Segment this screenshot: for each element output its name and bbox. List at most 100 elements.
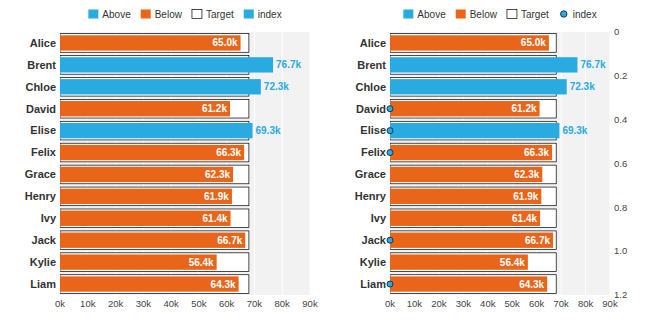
x-tick-label: 10k <box>407 298 423 309</box>
category-label: Alice <box>30 37 56 49</box>
legend-swatch <box>456 10 466 19</box>
index-dot <box>387 237 393 243</box>
data-label: 61.2k <box>512 103 537 114</box>
data-label: 61.4k <box>203 213 228 224</box>
bar <box>60 57 273 72</box>
data-label: 65.0k <box>521 37 546 48</box>
x-tick-label: 50k <box>505 298 521 309</box>
x-tick-label: 60k <box>219 298 235 309</box>
grid-line <box>610 32 611 295</box>
target-bar <box>60 231 249 250</box>
bar <box>390 101 540 116</box>
target-bar <box>60 275 249 294</box>
data-label: 66.7k <box>525 235 550 246</box>
data-label: 72.3k <box>264 81 289 92</box>
data-label: 76.7k <box>580 59 605 70</box>
target-bar <box>390 165 556 184</box>
bar <box>390 145 552 160</box>
legend-label: index <box>573 9 597 20</box>
bar <box>390 254 528 269</box>
data-label: 69.3k <box>256 125 281 136</box>
target-bar <box>390 275 556 294</box>
x-tick-label: 20k <box>431 298 447 309</box>
data-label: 65.0k <box>213 37 238 48</box>
legend-label: Below <box>155 9 183 20</box>
category-label: Brent <box>27 59 56 71</box>
panel: 0k10k20k30k40k50k60k70k80k90k76.7k72.3k6… <box>25 9 318 310</box>
category-label: Chloe <box>25 81 56 93</box>
x-tick-label: 80k <box>578 298 594 309</box>
legend-swatch <box>507 10 517 19</box>
legend-label: Above <box>417 9 446 20</box>
y2-tick-label: 1.0 <box>614 245 627 256</box>
data-label: 64.3k <box>211 279 236 290</box>
category-label: Kylie <box>360 256 386 268</box>
x-tick-label: 40k <box>163 298 179 309</box>
bar <box>390 211 540 226</box>
y2-tick-label: 0 <box>614 26 619 37</box>
grid-line <box>585 32 586 295</box>
marks <box>390 34 577 294</box>
y2-tick-label: 0.4 <box>614 114 627 125</box>
grid-line <box>282 32 283 295</box>
bar <box>60 145 244 160</box>
category-label: Alice <box>360 37 386 49</box>
overlay: 76.7k72.3k69.3k65.0k61.2k66.3k62.3k61.9k… <box>387 37 606 289</box>
target-bar <box>60 209 249 228</box>
category-label: Henry <box>355 190 387 202</box>
x-tick-label: 40k <box>480 298 496 309</box>
bar <box>60 123 253 138</box>
legend: AboveBelowTargetindex <box>403 9 596 20</box>
legend-label: Below <box>470 9 498 20</box>
legend: Above Below Target index <box>88 9 281 20</box>
category-label: Kylie <box>30 256 56 268</box>
target-bar <box>390 253 556 272</box>
x-tick-label: 50k <box>191 298 207 309</box>
data-label: 69.3k <box>562 125 587 136</box>
target-bar <box>60 99 249 118</box>
category-label: Grace <box>355 168 386 180</box>
bar <box>390 123 559 138</box>
category-label: Grace <box>25 168 56 180</box>
index-dot <box>387 150 393 156</box>
bar <box>60 254 217 269</box>
legend-label: Above <box>102 9 131 20</box>
bar <box>390 167 542 182</box>
bar <box>390 233 553 248</box>
y2-tick-label: 0.6 <box>614 158 627 169</box>
x-tick-label: 70k <box>553 298 569 309</box>
category-label: Henry <box>25 190 57 202</box>
x-tick-label: 60k <box>529 298 545 309</box>
x-tick-label: 0k <box>385 298 395 309</box>
bar <box>390 35 549 50</box>
data-label: 64.3k <box>519 279 544 290</box>
legend-swatch <box>141 10 151 19</box>
x-tick-label: 30k <box>456 298 472 309</box>
data-label: 56.4k <box>500 257 525 268</box>
category-label: Ivy <box>41 212 57 224</box>
data-label: 66.3k <box>524 147 549 158</box>
legend-swatch <box>403 10 413 19</box>
x-tick-label: 30k <box>136 298 152 309</box>
category-label: Jack <box>32 234 57 246</box>
bar <box>60 189 232 204</box>
data-label: 61.4k <box>512 213 537 224</box>
legend-label: Target <box>206 9 234 20</box>
data-label: 56.4k <box>189 257 214 268</box>
legend-label: index <box>258 9 282 20</box>
legend-swatch <box>192 10 202 19</box>
data-label: 66.3k <box>216 147 241 158</box>
data-label: 76.7k <box>276 59 301 70</box>
category-label: Felix <box>361 146 387 158</box>
marks <box>60 34 273 294</box>
y2-tick-label: 0.2 <box>614 70 627 81</box>
x-tick-label: 70k <box>247 298 263 309</box>
plot-background <box>390 32 610 295</box>
data-label: 62.3k <box>514 169 539 180</box>
x-tick-label: 20k <box>108 298 124 309</box>
index-dot <box>387 106 393 112</box>
bar <box>60 79 261 94</box>
category-label: Liam <box>360 278 386 290</box>
target-bar <box>390 143 556 162</box>
y2-tick-label: 1.2 <box>614 289 627 300</box>
